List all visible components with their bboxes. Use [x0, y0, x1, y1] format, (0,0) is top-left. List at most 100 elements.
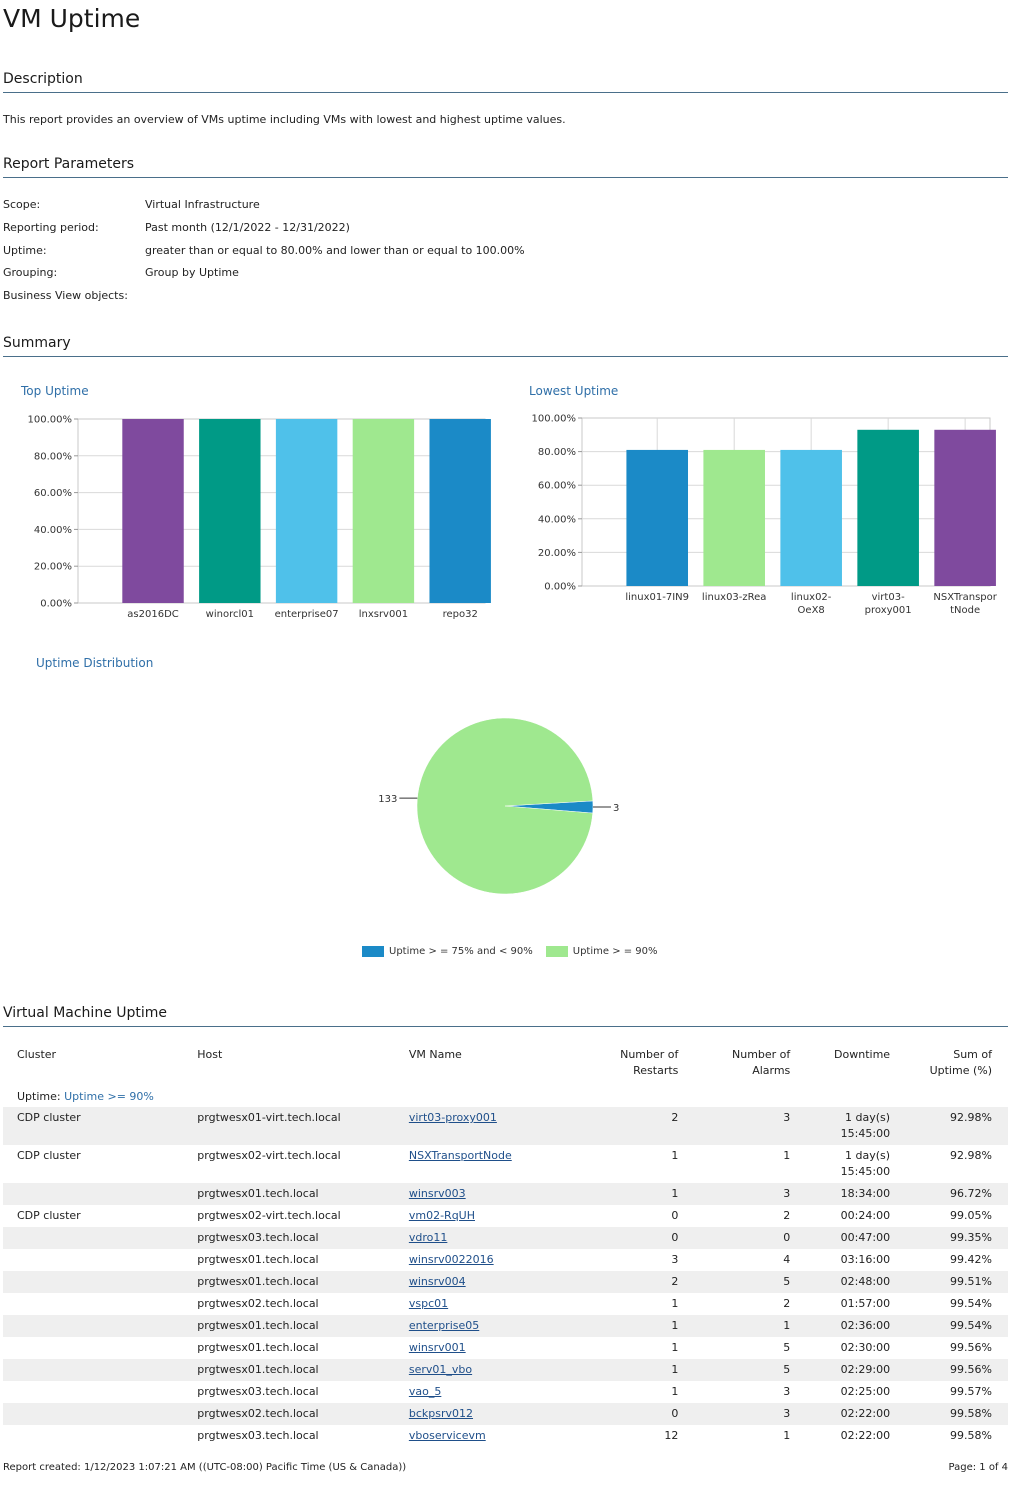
- x-tick-label-line: linux02-: [791, 592, 832, 603]
- x-tick-label-line: virt03-: [872, 592, 905, 603]
- cell-host: prgtwesx01.tech.local: [197, 1271, 409, 1293]
- bar: [199, 419, 261, 603]
- x-tick-label-line: OeX8: [798, 605, 825, 616]
- vm-name-link[interactable]: enterprise05: [408, 1319, 480, 1332]
- cell-restarts: 12: [664, 1429, 679, 1442]
- pie-legend: Uptime > = 75% and < 90% Uptime > = 90%: [362, 946, 671, 957]
- vm-uptime-heading: Virtual Machine Uptime: [3, 1005, 168, 1021]
- x-tick-label-line: linux01-7IN9: [625, 592, 689, 603]
- vm-name-link[interactable]: winsrv001: [408, 1341, 466, 1354]
- vm-name-link[interactable]: vao_5: [408, 1385, 442, 1398]
- table-row: prgtwesx02.tech.local vspc01 1 2 01:57:00 99.…: [3, 1293, 1008, 1315]
- table-row: prgtwesx01.tech.local enterprise05 1 1 02:36…: [3, 1315, 1008, 1337]
- param-label: Reporting period:: [3, 221, 99, 234]
- vm-name-link[interactable]: vboservicevm: [408, 1429, 486, 1442]
- y-tick-label: 0.00%: [544, 582, 576, 593]
- cell-cluster: [3, 1249, 197, 1271]
- param-label: Uptime:: [3, 244, 47, 257]
- cell-uptime: 99.57%: [950, 1385, 992, 1398]
- vm-name-link[interactable]: serv01_vbo: [408, 1363, 473, 1376]
- legend-item: Uptime > = 90%: [545, 946, 658, 957]
- param-value: Virtual Infrastructure: [145, 198, 260, 211]
- cell-cluster: CDP cluster: [17, 1209, 81, 1222]
- table-row: prgtwesx03.tech.local vdro11 0 0 00:47:00 99.…: [3, 1227, 1008, 1249]
- y-tick-label: 40.00%: [538, 514, 576, 525]
- pie-data-label: 3: [613, 803, 619, 814]
- column-header-vm-name: VM Name: [408, 1048, 462, 1061]
- vm-name-link[interactable]: winsrv0022016: [408, 1253, 494, 1266]
- table-row: prgtwesx01.tech.local winsrv003 1 3 18:34:00…: [3, 1183, 1008, 1205]
- vm-name-link[interactable]: vm02-RqUH: [408, 1209, 475, 1222]
- table-row: prgtwesx01.tech.local winsrv001 1 5 02:30:00…: [3, 1337, 1008, 1359]
- cell-restarts: 1: [591, 1315, 679, 1337]
- cell-cluster: [3, 1293, 197, 1315]
- x-tick-label-line: tNode: [950, 605, 980, 616]
- cell-restarts: 0: [671, 1209, 679, 1222]
- cell-restarts: 0: [591, 1403, 679, 1425]
- summary-heading: Summary: [3, 335, 71, 351]
- cell-uptime: 99.51%: [896, 1271, 1008, 1293]
- vm-uptime-table: Cluster Host VM Name Number of Restarts N…: [3, 1043, 1008, 1447]
- cell-restarts: 1: [671, 1341, 679, 1354]
- vm-name-link[interactable]: vspc01: [408, 1297, 449, 1310]
- y-tick-label: 20.00%: [34, 562, 72, 573]
- table-row: prgtwesx01.tech.local winsrv004 2 5 02:48:00…: [3, 1271, 1008, 1293]
- param-value: Past month (12/1/2022 - 12/31/2022): [145, 221, 350, 234]
- x-tick-label: enterprise07: [275, 609, 339, 620]
- table-row: prgtwesx01.tech.local serv01_vbo 1 5 02:29:0…: [3, 1359, 1008, 1381]
- pie-slice: [416, 717, 594, 895]
- legend-label: Uptime > = 75% and < 90%: [389, 946, 533, 957]
- x-tick-label: repo32: [443, 609, 478, 620]
- bar: [626, 449, 689, 586]
- bar: [275, 419, 338, 603]
- cell-cluster: [3, 1315, 198, 1337]
- vm-name-link[interactable]: NSXTransportNode: [408, 1149, 512, 1162]
- x-tick-label: virt03- proxy001: [865, 592, 912, 616]
- vm-name-link[interactable]: winsrv003: [408, 1187, 466, 1200]
- x-tick-label-line: NSXTranspor: [933, 592, 997, 603]
- cell-uptime: 96.72%: [896, 1183, 1008, 1205]
- bar: [352, 419, 415, 603]
- cell-downtime: 00:47:00: [790, 1227, 897, 1249]
- cell-cluster: CDP cluster: [17, 1149, 81, 1162]
- x-tick-label-line: linux03-zRea: [702, 592, 767, 603]
- vm-name-link[interactable]: bckpsrv012: [408, 1407, 474, 1420]
- cell-host: prgtwesx02.tech.local: [197, 1403, 409, 1425]
- bar: [122, 419, 184, 603]
- cell-host: prgtwesx02-virt.tech.local: [197, 1149, 341, 1162]
- uptime-distribution-chart-title: Uptime Distribution: [36, 656, 154, 670]
- param-value: greater than or equal to 80.00% and lowe…: [145, 244, 525, 257]
- cell-downtime: 02:48:00: [790, 1271, 897, 1293]
- parameters-heading: Report Parameters: [3, 156, 134, 172]
- cell-host: prgtwesx01.tech.local: [197, 1359, 409, 1381]
- divider: [3, 177, 1008, 178]
- group-label: Uptime:: [17, 1090, 61, 1103]
- table-row: prgtwesx03.tech.local vao_5 1 3 02:25:00 99.5…: [3, 1381, 1008, 1403]
- cell-uptime: 99.05%: [950, 1209, 992, 1222]
- page-number: Page: 1 of 4: [948, 1462, 1008, 1473]
- cell-alarms: 1: [783, 1149, 791, 1162]
- cell-alarms: 5: [783, 1341, 791, 1354]
- cell-uptime: 99.35%: [896, 1227, 1008, 1249]
- cell-alarms: 3: [678, 1107, 791, 1145]
- table-row: CDP cluster prgtwesx02-virt.tech.local vm0…: [3, 1205, 1008, 1227]
- cell-alarms: 3: [783, 1385, 791, 1398]
- column-header-host: Host: [197, 1048, 223, 1061]
- top-uptime-chart: 0.00% 20.00% 40.00% 60.00% 80.00% 100.00% as20…: [28, 415, 491, 620]
- divider: [3, 356, 1008, 357]
- vm-name-link[interactable]: virt03-proxy001: [408, 1111, 497, 1124]
- cell-uptime: 99.56%: [950, 1341, 992, 1354]
- top-uptime-chart-title: Top Uptime: [21, 384, 89, 398]
- vm-name-link[interactable]: winsrv004: [408, 1275, 466, 1288]
- x-tick-label: linux01-7IN9: [625, 592, 689, 603]
- cell-host: prgtwesx01.tech.local: [197, 1183, 409, 1205]
- y-tick-label: 0.00%: [40, 599, 72, 610]
- cell-downtime: 18:34:00: [790, 1183, 897, 1205]
- cell-host: prgtwesx03.tech.local: [197, 1385, 319, 1398]
- cell-alarms: 4: [783, 1253, 791, 1266]
- vm-name-link[interactable]: vdro11: [408, 1231, 448, 1244]
- table-row: CDP cluster prgtwesx01-virt.tech.local vir…: [3, 1107, 1008, 1145]
- page-title: VM Uptime: [3, 4, 141, 33]
- table-row: prgtwesx03.tech.local vboservicevm 12 1 02:2…: [3, 1425, 1008, 1447]
- y-tick-label: 80.00%: [34, 451, 72, 462]
